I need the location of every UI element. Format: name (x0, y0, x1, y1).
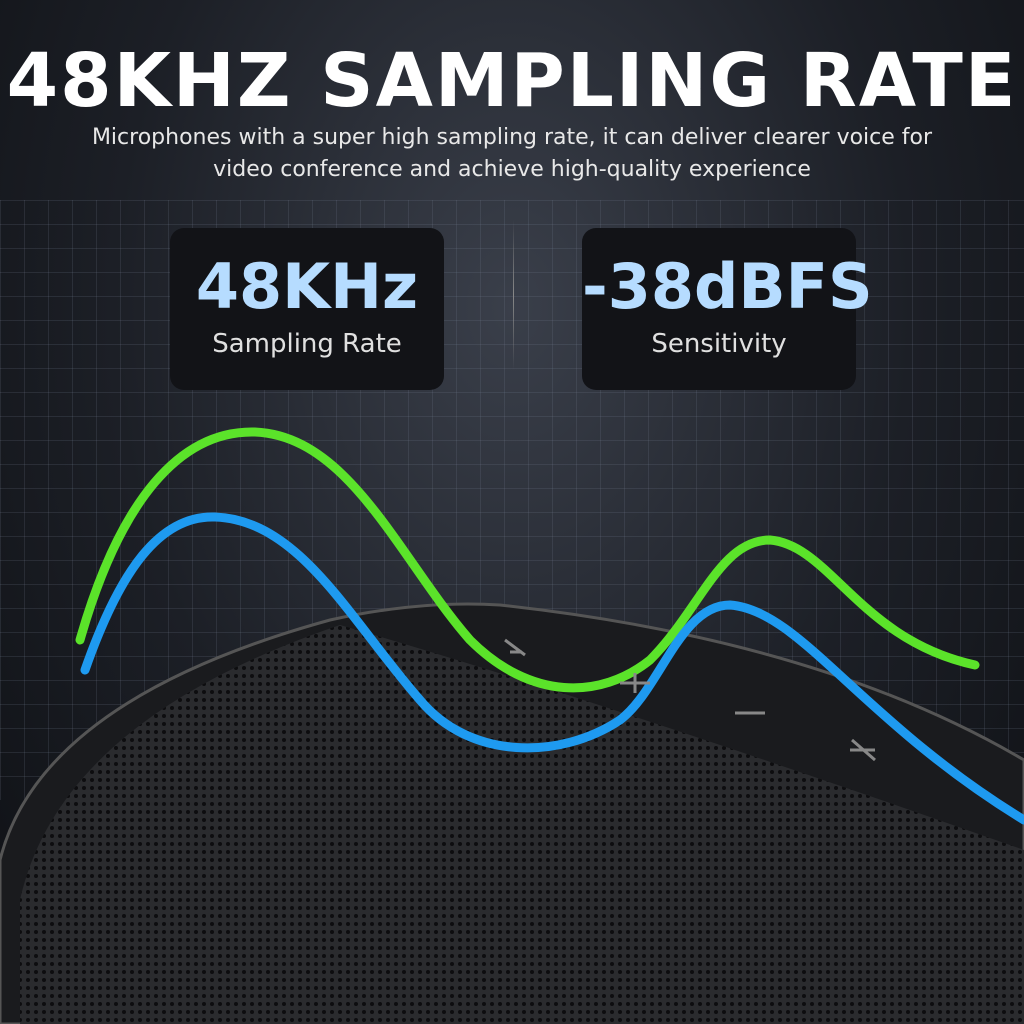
volume-up-icon (620, 673, 650, 693)
mute-icon (504, 638, 526, 657)
divider (513, 220, 514, 370)
spec-value: -38dBFS (582, 250, 873, 323)
blue-wave (80, 512, 1024, 825)
headline: 48KHZ SAMPLING RATE (6, 38, 1018, 124)
subtitle: Microphones with a super high sampling r… (0, 122, 1024, 186)
subtitle-line-2: video conference and achieve high-qualit… (213, 157, 811, 182)
spec-card-sensitivity: -38dBFS Sensitivity (582, 228, 873, 390)
subtitle-line-1: Microphones with a super high sampling r… (91, 125, 933, 150)
call-end-icon (850, 738, 876, 762)
spec-card-sampling-rate: 48KHz Sampling Rate (170, 228, 444, 390)
spec-value: 48KHz (195, 250, 419, 323)
spec-label: Sampling Rate (212, 329, 402, 359)
speaker-grille (20, 625, 1024, 1024)
spec-label: Sensitivity (651, 329, 787, 359)
green-wave (75, 427, 980, 693)
